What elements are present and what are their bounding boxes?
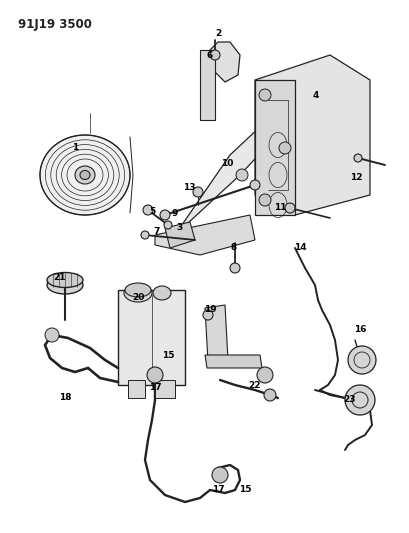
Text: 6: 6 [207,51,213,60]
Polygon shape [204,305,227,362]
Text: 17: 17 [211,486,224,495]
Ellipse shape [125,283,151,297]
Polygon shape [155,380,175,398]
Polygon shape [254,80,294,215]
Circle shape [258,89,270,101]
Ellipse shape [124,284,152,302]
Polygon shape [175,80,309,235]
Polygon shape [209,42,239,82]
Text: 5: 5 [148,207,155,216]
Text: 17: 17 [148,384,161,392]
Polygon shape [128,380,145,398]
Circle shape [236,169,247,181]
Circle shape [147,367,163,383]
Text: 20: 20 [131,294,144,303]
Ellipse shape [80,171,90,180]
Circle shape [229,263,239,273]
Ellipse shape [40,135,130,215]
Text: 8: 8 [230,244,236,253]
Polygon shape [200,50,214,120]
Circle shape [284,203,294,213]
Ellipse shape [153,286,171,300]
Text: 23: 23 [343,395,355,405]
Text: 9: 9 [171,208,178,217]
Circle shape [249,180,259,190]
Ellipse shape [47,276,83,294]
Circle shape [143,205,153,215]
Polygon shape [254,55,369,215]
Circle shape [211,467,227,483]
Text: 15: 15 [238,486,251,495]
Ellipse shape [75,166,95,184]
Circle shape [202,310,213,320]
Circle shape [256,367,272,383]
Text: 2: 2 [214,28,220,37]
Polygon shape [118,290,184,385]
Text: 19: 19 [203,305,216,314]
Text: 14: 14 [293,244,306,253]
Text: 18: 18 [58,393,71,402]
Circle shape [193,187,202,197]
Ellipse shape [47,272,83,287]
Circle shape [141,231,148,239]
Text: 21: 21 [54,273,66,282]
Text: 4: 4 [312,91,319,100]
Polygon shape [204,355,261,368]
Text: 91J19 3500: 91J19 3500 [18,18,92,31]
Text: 16: 16 [353,326,365,335]
Circle shape [263,389,275,401]
Circle shape [45,328,59,342]
Text: 7: 7 [153,228,160,237]
Text: 13: 13 [182,183,195,192]
Circle shape [164,221,172,229]
Text: 11: 11 [273,204,285,213]
Text: 12: 12 [349,174,362,182]
Polygon shape [164,222,195,248]
Circle shape [353,154,361,162]
Text: 10: 10 [220,158,233,167]
Circle shape [209,50,220,60]
Circle shape [344,385,374,415]
Text: 1: 1 [72,143,78,152]
Circle shape [347,346,375,374]
Text: 22: 22 [248,381,261,390]
Circle shape [160,210,170,220]
Circle shape [258,194,270,206]
Polygon shape [155,215,254,255]
Text: 3: 3 [176,223,183,232]
Circle shape [278,142,290,154]
Text: 15: 15 [162,351,174,359]
